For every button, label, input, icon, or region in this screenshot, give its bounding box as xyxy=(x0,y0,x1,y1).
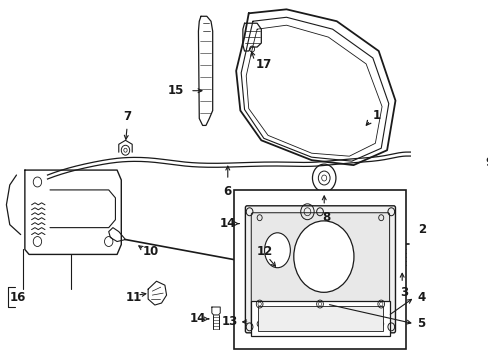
Text: 5: 5 xyxy=(416,318,425,330)
Text: 10: 10 xyxy=(142,245,159,258)
Text: 6: 6 xyxy=(223,185,231,198)
Text: 13: 13 xyxy=(221,315,237,328)
Ellipse shape xyxy=(293,221,353,292)
Bar xyxy=(251,301,389,336)
Text: 14: 14 xyxy=(189,312,205,325)
Text: 9: 9 xyxy=(484,156,488,168)
Text: 17: 17 xyxy=(255,58,271,71)
Bar xyxy=(234,190,406,349)
Text: 16: 16 xyxy=(10,291,26,303)
Text: 14: 14 xyxy=(219,217,236,230)
FancyBboxPatch shape xyxy=(245,206,395,333)
FancyBboxPatch shape xyxy=(251,213,389,326)
Ellipse shape xyxy=(264,233,290,268)
Text: 1: 1 xyxy=(372,109,380,122)
Text: 2: 2 xyxy=(417,223,426,236)
Bar xyxy=(258,306,382,331)
Text: 8: 8 xyxy=(321,211,329,224)
Text: 3: 3 xyxy=(399,285,407,299)
Text: 12: 12 xyxy=(256,245,272,258)
Text: 11: 11 xyxy=(125,291,142,303)
Text: 7: 7 xyxy=(123,110,131,123)
Text: 4: 4 xyxy=(416,291,425,303)
Text: 15: 15 xyxy=(167,84,183,97)
